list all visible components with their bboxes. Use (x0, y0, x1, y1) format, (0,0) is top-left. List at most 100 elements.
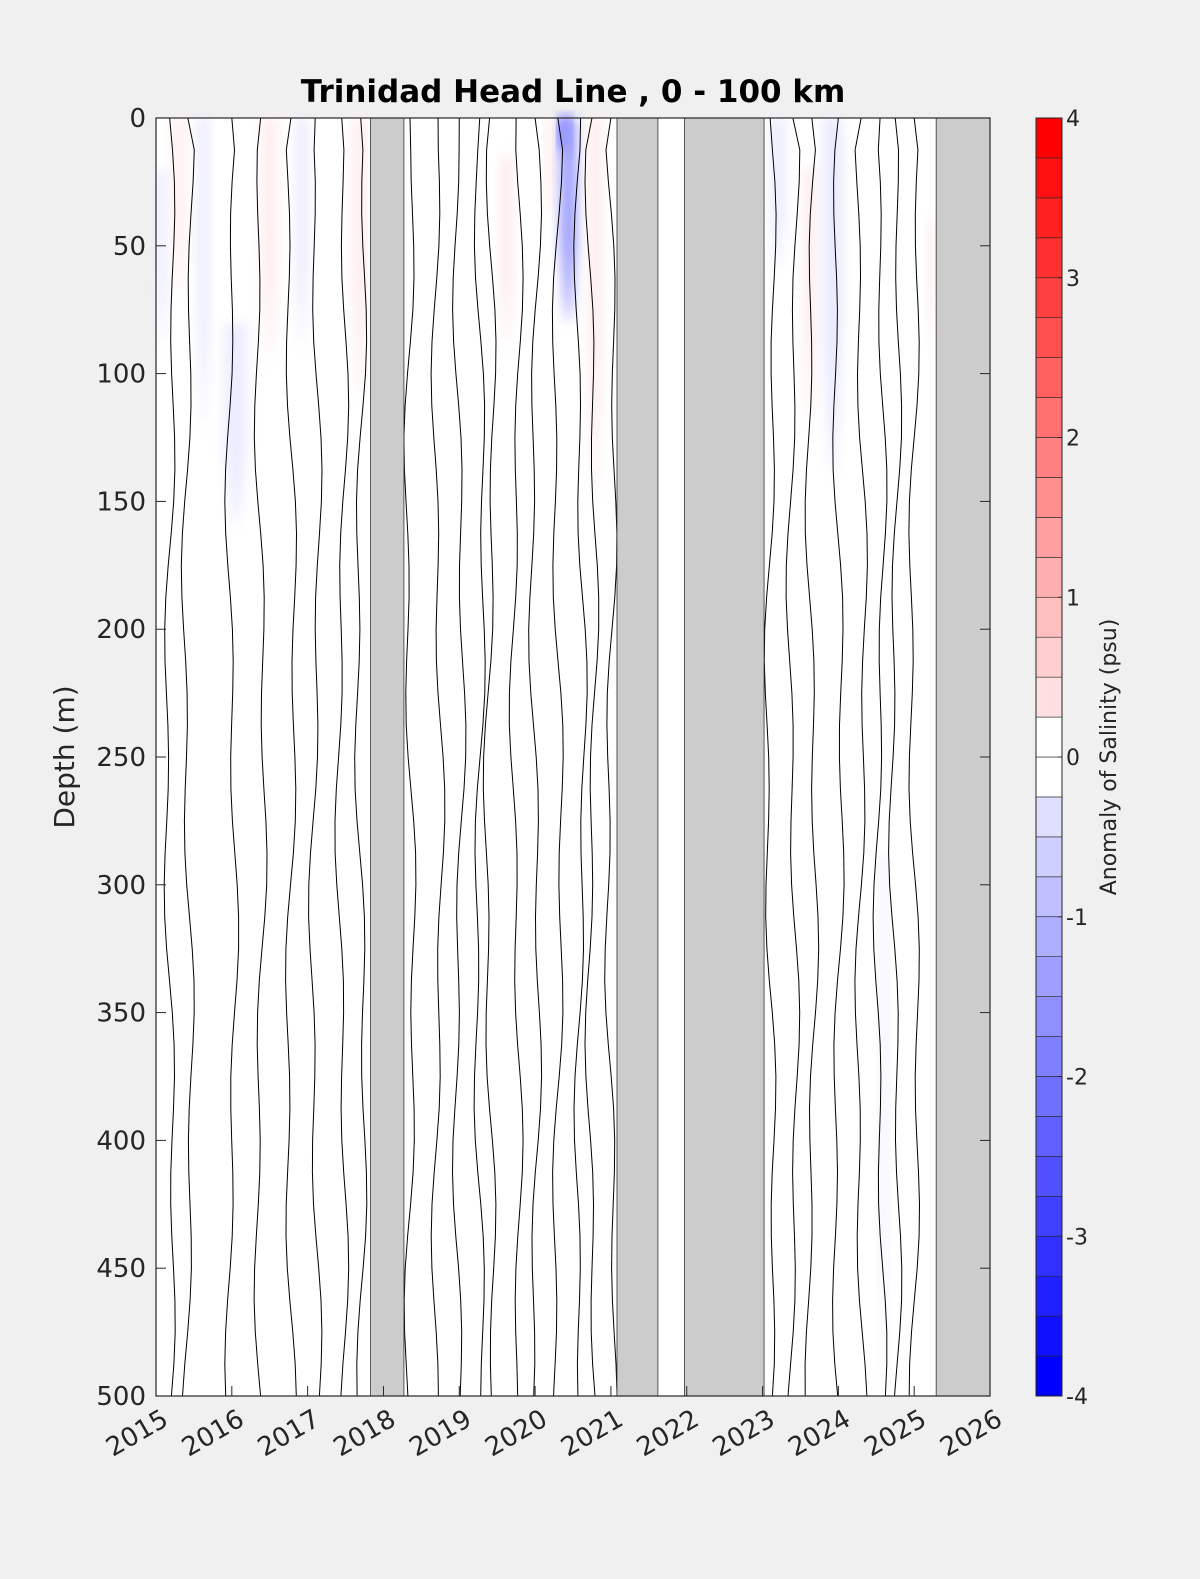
colorbar: 4 3 2 1 0 -1 -2 -3 -4 (1035, 107, 1088, 1410)
y-tick-label: 500 (96, 1382, 146, 1412)
colorbar-segment (1035, 1076, 1063, 1117)
colorbar-segment (1035, 636, 1063, 678)
contour-line (528, 117, 543, 1397)
colorbar-tick-label: -1 (1066, 906, 1088, 931)
colorbar-segment (1035, 756, 1063, 798)
colorbar-segment (1035, 237, 1063, 279)
colorbar-segment (1035, 1196, 1063, 1237)
contour-line (573, 117, 588, 1397)
colorbar-segment (1035, 1235, 1063, 1277)
colorbar-tick-label: -2 (1066, 1066, 1088, 1091)
anomaly-patch (927, 220, 936, 349)
x-tick-label: 2025 (859, 1404, 931, 1463)
anomaly-patch (500, 156, 513, 349)
colorbar-segment (1035, 357, 1063, 398)
y-tick-label: 100 (96, 360, 146, 390)
colorbar-segment (1035, 397, 1063, 438)
contour-line (508, 117, 524, 1397)
colorbar-tick-label: -4 (1066, 1385, 1088, 1410)
y-tick-label: 250 (96, 743, 146, 773)
colorbar-tick-label: 1 (1066, 586, 1080, 611)
colorbar-segment (1035, 437, 1063, 478)
colorbar-segment (1035, 317, 1063, 358)
contour-line (224, 117, 240, 1397)
y-tick-label: 150 (96, 487, 146, 517)
contour-line (285, 117, 298, 1397)
anomaly-patch (770, 118, 786, 272)
colorbar-tick-label: 2 (1066, 427, 1080, 452)
colorbar-segment (1035, 916, 1063, 957)
colorbar-segment (1035, 596, 1063, 638)
missing-data-band (370, 117, 405, 1397)
y-tick-label: 450 (96, 1254, 146, 1284)
contour-line (872, 117, 888, 1397)
anomaly-patch (560, 118, 577, 323)
y-tick-label: 350 (96, 999, 146, 1029)
contour-line (584, 117, 600, 1397)
anomaly-patch (224, 322, 247, 527)
contour-line (334, 117, 350, 1397)
x-tick-label: 2026 (935, 1404, 1007, 1463)
x-tick-label: 2016 (177, 1404, 249, 1463)
chart-title: Trinidad Head Line , 0 - 100 km (301, 74, 846, 110)
x-tick-label: 2017 (253, 1404, 325, 1463)
colorbar-tick-label: 3 (1066, 267, 1080, 292)
colorbar-tick-label: -3 (1066, 1225, 1088, 1250)
colorbar-segment (1035, 117, 1063, 159)
contour-line (180, 117, 195, 1397)
contour-line (482, 117, 497, 1397)
colorbar-label: Anomaly of Salinity (psu) (1097, 619, 1122, 896)
contour-line (451, 117, 467, 1397)
contour-line (832, 117, 845, 1397)
anomaly-patch (171, 118, 187, 297)
missing-data-band (684, 117, 765, 1397)
colorbar-segment (1035, 796, 1063, 838)
contour-line (763, 117, 777, 1397)
contour-line (473, 117, 486, 1397)
y-tick-label: 0 (129, 104, 146, 134)
x-tick-label: 2020 (480, 1404, 552, 1463)
y-tick-label: 300 (96, 871, 146, 901)
colorbar-segment (1035, 1116, 1063, 1157)
contour-line (403, 117, 417, 1397)
anomaly-patch (262, 118, 278, 361)
x-tick-label: 2024 (784, 1404, 856, 1463)
y-tick-label: 400 (96, 1126, 146, 1156)
colorbar-tick-label: 4 (1066, 107, 1080, 132)
plot-background (156, 118, 990, 1396)
contour-line (430, 117, 446, 1397)
colorbar-segment (1035, 197, 1063, 239)
colorbar-segment (1035, 1275, 1063, 1317)
y-tick-label: 50 (113, 232, 146, 262)
colorbar-segment (1035, 956, 1063, 997)
contour-line (163, 117, 176, 1397)
colorbar-segment (1035, 996, 1063, 1037)
colorbar-segment (1035, 1036, 1063, 1077)
colorbar-segment (1035, 836, 1063, 878)
colorbar-segment (1035, 157, 1063, 199)
contour-line (785, 117, 801, 1397)
colorbar-segment (1035, 1315, 1063, 1357)
colorbar-segment (1035, 1156, 1063, 1197)
colorbar-segment (1035, 277, 1063, 318)
y-tick-label: 200 (96, 615, 146, 645)
colorbar-segment (1035, 676, 1063, 718)
contour-line (354, 117, 368, 1397)
x-tick-label: 2018 (329, 1404, 401, 1463)
colorbar-segment (1035, 517, 1063, 558)
x-tick-label: 2022 (632, 1404, 704, 1463)
contour-line (308, 117, 323, 1397)
colorbar-segment (1035, 1355, 1063, 1397)
contour-line (908, 117, 921, 1397)
x-tick-label: 2019 (404, 1404, 476, 1463)
anomaly-patch (823, 118, 843, 476)
x-tick-label: 2015 (101, 1404, 173, 1463)
anomaly-patch (197, 118, 210, 425)
anomaly-patch (156, 169, 168, 349)
colorbar-tick-label: 0 (1066, 746, 1080, 771)
colorbar-segment (1035, 716, 1063, 758)
anomaly-patch (588, 118, 602, 502)
